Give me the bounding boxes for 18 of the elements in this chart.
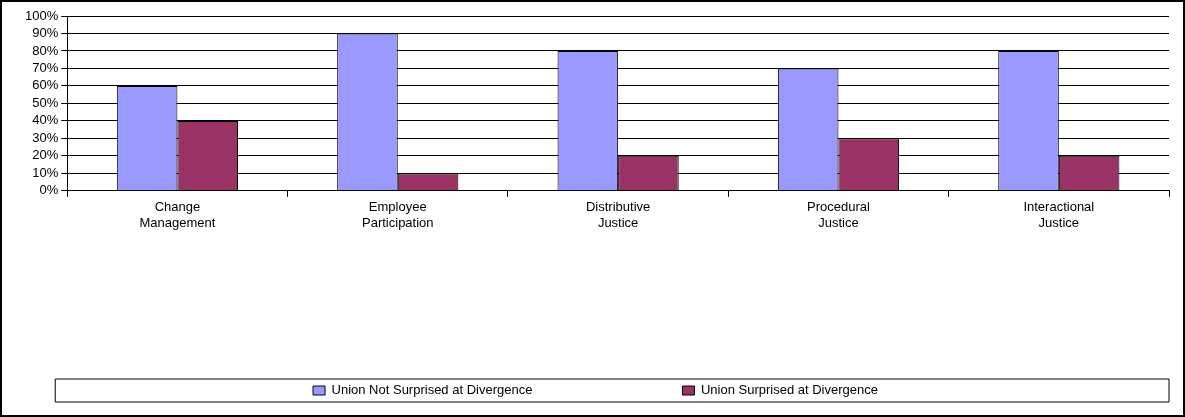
y-tick-label: 50% [32,94,59,110]
y-tick-label: 100% [25,7,59,23]
y-tick-label: 10% [32,164,59,180]
y-tick-label: 70% [32,60,59,76]
y-tick-label: 90% [32,25,59,41]
x-tick-label: Distributive Justice [585,199,651,230]
y-tick-label: 0% [39,182,59,198]
x-tick-label: Procedural Justice [807,199,871,230]
legend-label: Union Not Surprised at Divergence [331,382,533,398]
y-tick-label: 60% [32,77,59,93]
legend-label: Union Surprised at Divergence [700,382,878,398]
x-tick-label: Employee Participation [362,199,434,230]
x-tick-label: Change Management [139,199,216,230]
y-tick-label: 40% [32,112,59,128]
y-tick-label: 30% [32,129,59,145]
y-tick-label: 20% [32,147,59,163]
x-tick-label: Interactional Justice [1023,199,1095,230]
y-tick-label: 80% [32,42,59,58]
